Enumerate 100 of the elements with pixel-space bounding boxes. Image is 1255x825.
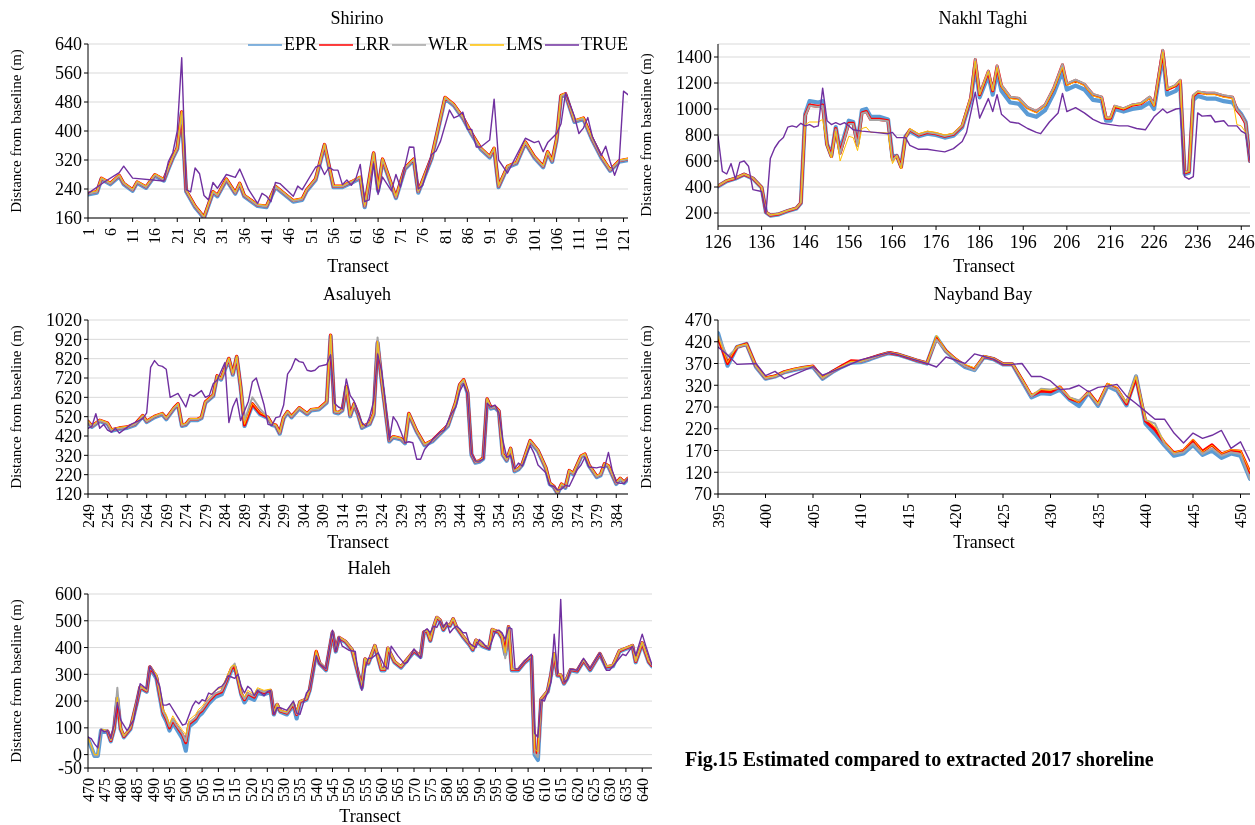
x-tick-label: 510: [209, 778, 227, 802]
x-tick-label: 374: [568, 504, 586, 528]
x-tick-label: 329: [392, 504, 410, 528]
x-tick-label: 294: [255, 504, 273, 528]
x-tick-label: 640: [633, 778, 651, 802]
y-axis-title: Distance from baseline (m): [638, 53, 656, 217]
x-tick-label: 440: [1137, 504, 1154, 528]
x-tick-label: 450: [1232, 504, 1249, 528]
chart-title: Nayband Bay: [932, 284, 1034, 305]
x-tick-label: 71: [391, 228, 409, 244]
y-tick-label: 400: [55, 637, 82, 658]
x-tick-label: 349: [470, 504, 488, 528]
x-tick-label: 420: [947, 504, 964, 528]
x-tick-label: 625: [584, 778, 602, 802]
x-tick-label: 410: [852, 504, 869, 528]
x-tick-label: 475: [95, 778, 113, 802]
y-tick-label: 200: [685, 203, 712, 224]
x-tick-label: 545: [324, 778, 342, 802]
x-tick-label: 1: [79, 228, 97, 236]
legend-label: TRUE: [581, 34, 628, 55]
y-tick-label: 560: [55, 63, 82, 84]
y-tick-label: 300: [55, 664, 82, 685]
x-tick-label: 176: [922, 232, 950, 252]
x-tick-label: 344: [451, 504, 469, 528]
y-tick-label: 520: [55, 407, 82, 428]
y-tick-label: 1200: [676, 73, 712, 94]
x-tick-label: 11: [124, 228, 142, 244]
x-tick-label: 254: [99, 504, 117, 528]
x-tick-label: 600: [503, 778, 521, 802]
x-tick-label: 620: [568, 778, 586, 802]
x-tick-label: 590: [470, 778, 488, 802]
x-tick-label: 26: [191, 228, 209, 244]
x-tick-label: 525: [258, 778, 276, 802]
x-tick-label: 279: [196, 504, 214, 528]
x-tick-label: 156: [835, 232, 863, 252]
x-tick-label: 41: [258, 228, 276, 244]
x-tick-label: 565: [389, 778, 407, 802]
x-tick-label: 520: [242, 778, 260, 802]
y-tick-label: 320: [55, 150, 82, 171]
y-tick-label: 620: [55, 387, 82, 408]
y-tick-label: 240: [55, 179, 82, 200]
x-tick-label: 226: [1140, 232, 1168, 252]
caption: Fig.15 Estimated compared to extracted 2017 shoreline: [685, 748, 1154, 771]
y-tick-label: 1020: [46, 310, 82, 331]
x-tick-label: 246: [1227, 232, 1255, 252]
x-tick-label: 101: [525, 228, 543, 252]
x-tick-label: 415: [899, 504, 917, 528]
y-tick-label: 400: [55, 121, 82, 142]
x-tick-label: 615: [552, 778, 570, 802]
x-tick-label: 284: [216, 504, 234, 528]
x-tick-label: 580: [438, 778, 456, 802]
y-tick-label: 1000: [676, 99, 712, 120]
y-tick-label: 420: [55, 426, 82, 447]
x-tick-label: 595: [487, 778, 505, 802]
legend-label: EPR: [283, 34, 317, 55]
x-tick-label: 395: [709, 504, 727, 528]
x-tick-label: 369: [549, 504, 567, 528]
x-tick-label: 51: [302, 228, 320, 244]
x-tick-label: 630: [601, 778, 619, 802]
y-tick-label: 470: [685, 310, 712, 331]
chart-title: Nakhl Taghi: [937, 8, 1029, 29]
x-tick-label: 126: [704, 232, 732, 252]
y-tick-label: 220: [55, 465, 82, 486]
x-axis-title: Transect: [953, 256, 1015, 276]
x-tick-label: 299: [275, 504, 293, 528]
x-tick-label: 236: [1184, 232, 1212, 252]
x-tick-label: 16: [146, 228, 164, 244]
x-tick-label: 66: [369, 228, 387, 244]
y-tick-label: 320: [685, 375, 712, 396]
y-tick-label: 200: [55, 691, 82, 712]
x-tick-label: 309: [314, 504, 332, 528]
x-tick-label: 495: [161, 778, 178, 802]
x-tick-label: 400: [757, 504, 774, 528]
x-tick-label: 515: [226, 778, 244, 802]
y-tick-label: 170: [685, 440, 712, 461]
x-tick-label: 186: [966, 232, 994, 252]
x-axis-title: Transect: [339, 806, 401, 825]
y-tick-label: 1400: [676, 47, 712, 68]
chart-title: Shirino: [329, 8, 385, 29]
legend-label: WLR: [427, 34, 468, 55]
x-tick-label: 585: [454, 778, 472, 802]
x-tick-label: 570: [405, 778, 423, 802]
x-axis-title: Transect: [327, 256, 389, 276]
x-tick-label: 339: [431, 504, 449, 528]
x-tick-label: 196: [1009, 232, 1037, 252]
x-tick-label: 405: [804, 504, 822, 528]
y-tick-label: 160: [55, 208, 82, 229]
x-tick-label: 259: [118, 504, 136, 528]
x-tick-label: 470: [79, 778, 97, 802]
x-tick-label: 36: [235, 228, 253, 244]
x-tick-label: 605: [519, 778, 537, 802]
x-tick-label: 550: [340, 778, 358, 802]
x-tick-label: 81: [436, 228, 454, 244]
x-tick-label: 575: [421, 778, 439, 802]
y-tick-label: 920: [55, 329, 82, 350]
y-tick-label: 600: [685, 151, 712, 172]
x-tick-label: 116: [592, 228, 610, 252]
x-tick-label: 269: [157, 504, 175, 528]
x-tick-label: 384: [607, 504, 625, 528]
x-tick-label: 334: [412, 504, 430, 528]
